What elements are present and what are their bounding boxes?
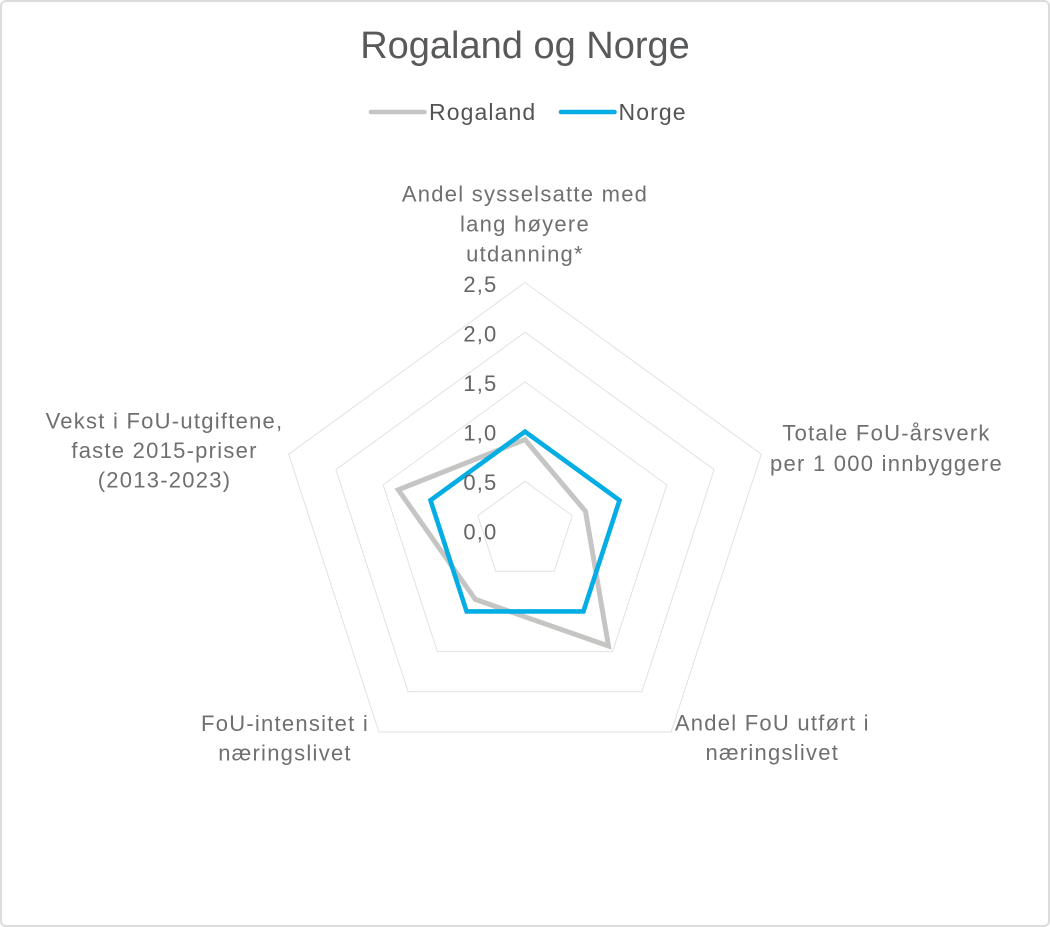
svg-text:Norge: Norge — [619, 99, 687, 125]
svg-text:Rogaland: Rogaland — [429, 99, 536, 125]
svg-text:Vekst i FoU-utgiftene,faste 20: Vekst i FoU-utgiftene, faste 2015-priser(… — [46, 408, 284, 492]
svg-text:2,5: 2,5 — [463, 272, 497, 297]
svg-text:1,5: 1,5 — [463, 371, 497, 396]
svg-text:0,0: 0,0 — [463, 520, 497, 545]
svg-text:1,0: 1,0 — [463, 421, 497, 446]
svg-text:2,0: 2,0 — [463, 322, 497, 347]
svg-text:Rogaland og Norge: Rogaland og Norge — [360, 25, 690, 67]
svg-text:0,5: 0,5 — [463, 470, 497, 495]
